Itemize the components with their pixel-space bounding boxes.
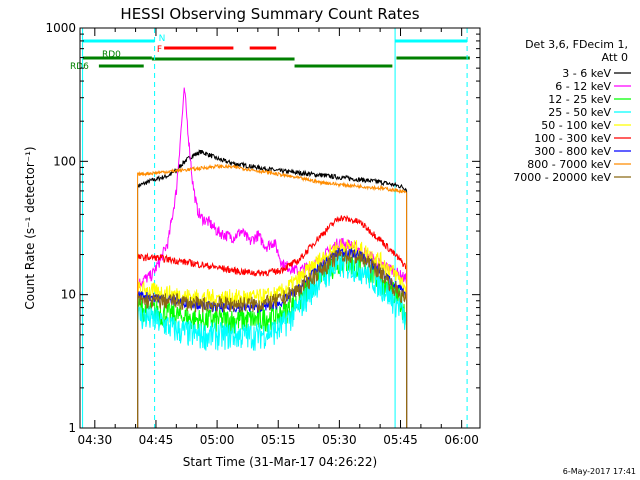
x-tick-label-6: 05:45	[383, 433, 418, 447]
x-tick-label-4: 05:15	[261, 433, 296, 447]
flag-label-rd0: RD0	[102, 50, 121, 60]
legend-label-9: 7000 - 20000 keV	[513, 171, 611, 184]
series-line-1	[137, 148, 408, 428]
legend-label-8: 800 - 7000 keV	[527, 158, 611, 171]
legend-label-2: 6 - 12 keV	[555, 80, 611, 93]
x-axis-label: Start Time (31-Mar-17 04:26:22)	[183, 455, 377, 469]
x-tick-label-1: 04:30	[78, 433, 113, 447]
y-tick-label-2: 10	[61, 288, 76, 302]
legend-header-line-2: Att 0	[602, 51, 628, 64]
y-tick-label-4: 1000	[45, 21, 76, 35]
vertical-markers	[82, 28, 468, 428]
flag-label-n: N	[159, 34, 166, 44]
y-tick-label-1: 1	[68, 421, 76, 435]
x-ticks: 04:30 04:45 05:00 05:15 05:30 05:45 06:00	[78, 28, 479, 447]
series-line-9	[137, 247, 408, 428]
series-line-4	[137, 252, 408, 428]
timestamp: 6-May-2017 17:41	[563, 467, 636, 476]
chart-title: HESSI Observing Summary Count Rates	[120, 5, 419, 23]
plot-frame	[79, 27, 481, 429]
series-line-8	[137, 163, 408, 428]
legend-label-5: 50 - 100 keV	[541, 119, 611, 132]
legend-label-3: 12 - 25 keV	[548, 93, 611, 106]
x-tick-label-3: 05:00	[200, 433, 235, 447]
legend-label-6: 100 - 300 keV	[534, 132, 611, 145]
legend-label-7: 300 - 800 keV	[534, 145, 611, 158]
y-ticks: 1 10 100 1000	[45, 21, 480, 435]
legend-label-1: 3 - 6 keV	[562, 67, 611, 80]
series-lines	[137, 87, 408, 428]
series-line-6	[137, 214, 408, 428]
legend-header-line-1: Det 3,6, FDecim 1,	[525, 38, 628, 51]
x-tick-label-7: 06:00	[444, 433, 479, 447]
legend-label-4: 25 - 50 keV	[548, 106, 611, 119]
flag-label-f: F	[157, 45, 162, 55]
x-tick-label-2: 04:45	[139, 433, 174, 447]
y-tick-label-3: 100	[53, 154, 76, 168]
x-tick-label-5: 05:30	[322, 433, 357, 447]
y-axis-label: Count Rate (s⁻¹ detector⁻¹)	[23, 146, 37, 309]
